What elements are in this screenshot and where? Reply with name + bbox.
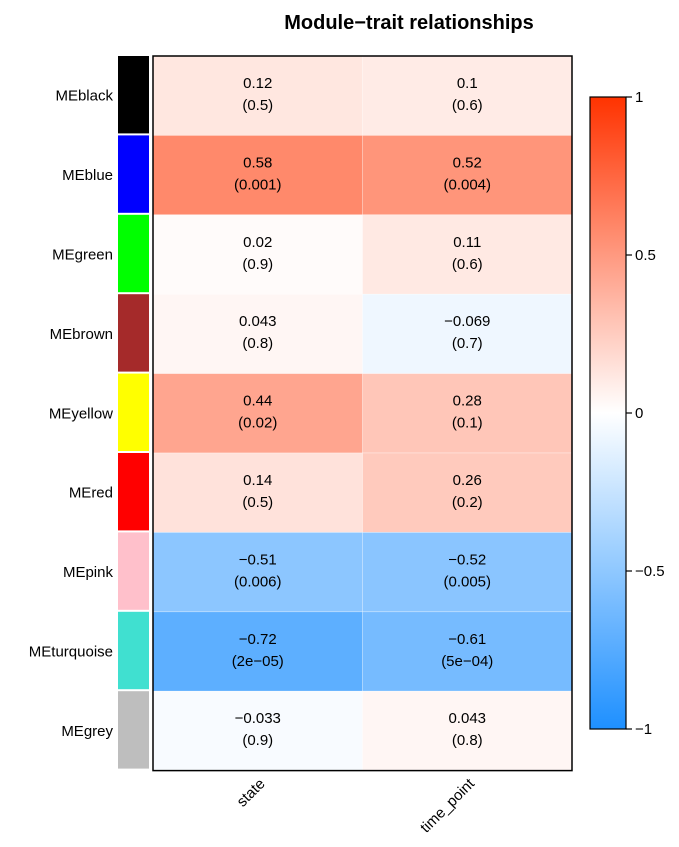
cell-pvalue: (2e−05) xyxy=(232,653,284,670)
row-label: MEyellow xyxy=(49,405,113,422)
module-color-bars xyxy=(118,56,149,769)
cell-pvalue: (0.5) xyxy=(242,494,273,511)
heatmap-cell xyxy=(152,611,363,692)
cell-correlation: −0.033 xyxy=(235,710,281,727)
heatmap-cell xyxy=(362,690,573,771)
cell-pvalue: (0.5) xyxy=(242,97,273,114)
chart-title: Module−trait relationships xyxy=(284,12,533,34)
cell-correlation: 0.58 xyxy=(243,154,272,171)
heatmap-cell xyxy=(362,452,573,533)
colorbar: 1 0.5 0 −0.5 −1 xyxy=(589,89,665,738)
cell-pvalue: (5e−04) xyxy=(441,653,493,670)
cell-pvalue: (0.02) xyxy=(238,415,277,432)
cell-correlation: 0.14 xyxy=(243,472,272,489)
module-color-bar xyxy=(118,532,149,610)
heatmap-frame xyxy=(152,55,573,772)
cell-correlation: −0.61 xyxy=(448,631,486,648)
row-label: MEred xyxy=(69,485,113,502)
module-color-bar xyxy=(118,135,149,213)
row-labels: MEblack MEblue MEgreen MEbrown MEyellow MEred… xyxy=(29,88,114,740)
row-label: MEbrown xyxy=(50,326,113,343)
heatmap-cell xyxy=(362,293,573,374)
colorbar-tick-label: −1 xyxy=(635,721,652,738)
cell-correlation: 0.44 xyxy=(243,393,272,410)
cell-pvalue: (0.005) xyxy=(443,573,491,590)
row-label: MEgreen xyxy=(52,247,113,264)
cell-pvalue: (0.006) xyxy=(234,573,282,590)
heatmap-cells: 0.12 (0.5) 0.1 (0.6) 0.58 (0.001) 0.52 (0.004) 0… xyxy=(152,55,573,771)
cell-pvalue: (0.6) xyxy=(452,256,483,273)
cell-correlation: 0.043 xyxy=(448,710,486,727)
colorbar-tick-label: 0.5 xyxy=(635,247,656,264)
module-color-bar xyxy=(118,691,149,769)
heatmap-cell xyxy=(152,55,363,136)
heatmap-cell xyxy=(362,532,573,613)
module-color-bar xyxy=(118,56,149,134)
module-color-bar xyxy=(118,214,149,293)
heatmap-cell xyxy=(362,55,573,136)
module-color-bar xyxy=(118,294,149,372)
cell-pvalue: (0.2) xyxy=(452,494,483,511)
row-label: MEturquoise xyxy=(29,644,113,661)
cell-pvalue: (0.7) xyxy=(452,335,483,352)
cell-correlation: 0.02 xyxy=(243,234,272,251)
cell-correlation: 0.28 xyxy=(453,393,482,410)
row-label: MEblack xyxy=(55,88,113,105)
row-label: MEblue xyxy=(62,167,113,184)
cell-pvalue: (0.8) xyxy=(242,335,273,352)
cell-correlation: −0.51 xyxy=(239,551,277,568)
cell-correlation: −0.72 xyxy=(239,631,277,648)
heatmap-cell xyxy=(152,373,363,454)
heatmap-cell xyxy=(152,690,363,771)
heatmap-cell xyxy=(152,135,363,216)
cell-pvalue: (0.9) xyxy=(242,732,273,749)
colorbar-tick-label: −0.5 xyxy=(635,563,665,580)
cell-correlation: −0.52 xyxy=(448,551,486,568)
colorbar-tick-label: 1 xyxy=(635,89,643,106)
cell-correlation: 0.52 xyxy=(453,154,482,171)
module-color-bar xyxy=(118,611,149,690)
column-label: state xyxy=(234,775,269,810)
cell-correlation: 0.26 xyxy=(453,472,482,489)
cell-pvalue: (0.004) xyxy=(443,176,491,193)
colorbar-gradient xyxy=(589,96,627,730)
colorbar-tick-label: 0 xyxy=(635,405,643,422)
cell-correlation: 0.1 xyxy=(457,75,478,92)
heatmap-cell xyxy=(362,611,573,692)
column-label: time_point xyxy=(417,775,479,837)
cell-correlation: 0.12 xyxy=(243,75,272,92)
row-label: MEgrey xyxy=(61,723,113,740)
cell-pvalue: (0.1) xyxy=(452,415,483,432)
module-color-bar xyxy=(118,373,149,451)
row-label: MEpink xyxy=(63,564,114,581)
heatmap-cell xyxy=(152,452,363,533)
heatmap-cell xyxy=(362,214,573,295)
column-labels: state time_point xyxy=(234,775,479,837)
cell-pvalue: (0.001) xyxy=(234,176,282,193)
cell-correlation: 0.11 xyxy=(453,234,481,251)
module-color-bar xyxy=(118,453,149,531)
cell-correlation: 0.043 xyxy=(239,313,277,330)
cell-pvalue: (0.8) xyxy=(452,732,483,749)
heatmap-cell xyxy=(362,135,573,216)
cell-pvalue: (0.9) xyxy=(242,256,273,273)
heatmap-cell xyxy=(152,214,363,295)
heatmap-cell xyxy=(152,293,363,374)
heatmap-cell xyxy=(152,532,363,613)
heatmap-cell xyxy=(362,373,573,454)
cell-correlation: −0.069 xyxy=(444,313,490,330)
cell-pvalue: (0.6) xyxy=(452,97,483,114)
